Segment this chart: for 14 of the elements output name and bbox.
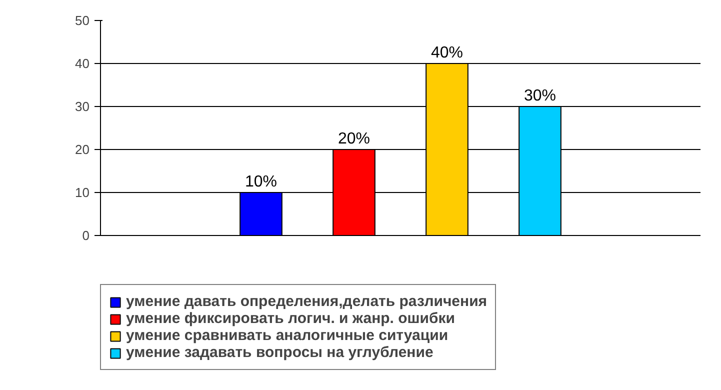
y-tick-label: 0 [82, 228, 90, 243]
data-label: 40% [430, 44, 464, 62]
y-tick-label: 50 [75, 13, 90, 28]
legend-label: умение сравнивать аналогичные ситуации [126, 327, 448, 344]
y-tick-label: 30 [75, 99, 90, 114]
legend-label: умение задавать вопросы на углубление [126, 344, 434, 361]
legend-label: умение давать определения,делать различения [126, 293, 488, 310]
y-tick-label: 20 [75, 142, 90, 157]
data-label: 10% [244, 174, 278, 190]
data-label: 20% [338, 130, 370, 148]
data-label: 30% [524, 88, 556, 104]
y-tick-label: 10 [75, 185, 90, 200]
y-tick-label: 40 [75, 56, 90, 71]
legend-label: умение фиксировать логич. и жанр. ошибки [126, 310, 456, 327]
